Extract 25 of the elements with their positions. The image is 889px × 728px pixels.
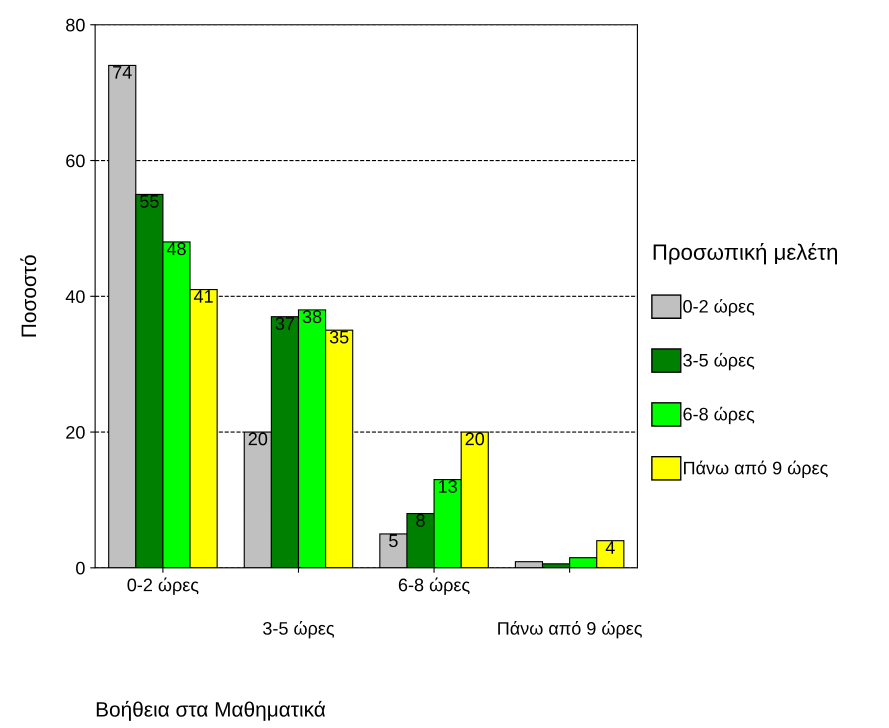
legend-title: Προσωπική μελέτη	[654, 243, 838, 264]
legend-label: 3-5 ώρες	[683, 352, 754, 370]
data-label: 5	[389, 534, 398, 548]
data-label: 20	[248, 432, 268, 446]
data-label: 4	[606, 541, 615, 554]
legend-label: 0-2 ώρες	[683, 298, 754, 316]
data-label: 13	[438, 480, 457, 493]
legend-label: 6-8 ώρες	[683, 406, 754, 424]
x-axis-title: Βοήθεια στα Μαθηματικά	[96, 700, 326, 721]
data-label: 37	[276, 317, 294, 330]
data-label: 55	[140, 195, 159, 208]
y-tick-label: 60	[66, 154, 85, 168]
y-tick-label: 0	[76, 562, 85, 575]
y-axis-title: Ποσοστό	[20, 255, 36, 336]
data-label: 8	[416, 514, 425, 527]
data-label: 20	[466, 432, 484, 446]
data-label: 74	[113, 66, 132, 79]
legend-label: Πάνω από 9 ώρες	[684, 460, 828, 478]
data-label: 48	[166, 242, 186, 256]
data-label: 38	[302, 310, 322, 324]
data-label: 41	[194, 290, 213, 303]
y-tick-label: 40	[66, 290, 85, 304]
y-tick-label: 80	[66, 18, 85, 32]
y-tick-label: 20	[66, 426, 85, 439]
data-label: 35	[330, 330, 348, 344]
